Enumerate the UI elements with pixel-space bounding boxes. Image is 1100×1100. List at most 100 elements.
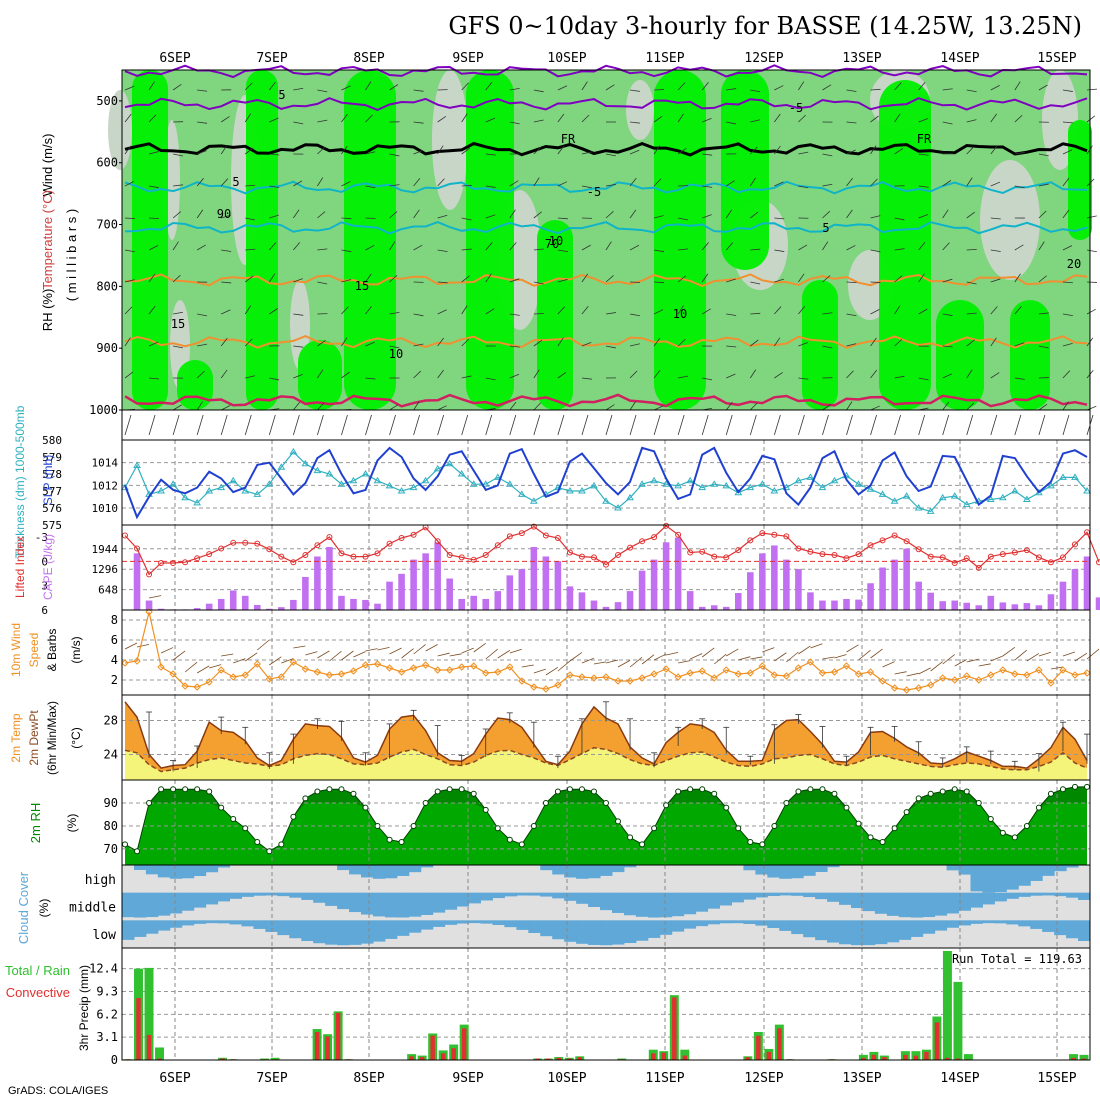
cloud-bar <box>576 892 589 904</box>
wind-barb <box>437 369 444 379</box>
cloud-bar <box>623 892 637 916</box>
wind-speed-point <box>133 657 141 665</box>
thickness-tick-label: 578 <box>42 468 62 481</box>
lifted-index-point <box>1011 549 1018 556</box>
cloud-bar <box>719 892 732 906</box>
cloud-bar <box>922 892 936 918</box>
cloud-bar <box>133 865 147 871</box>
wind-barb <box>461 113 468 123</box>
wind-barb <box>701 647 715 658</box>
cape-bar <box>229 590 237 610</box>
wind-barb <box>942 313 953 316</box>
wind-barb <box>269 214 279 219</box>
rh-ylabel-unit: (%) <box>65 814 79 833</box>
wind-barb <box>774 181 784 187</box>
wind-barb <box>870 369 878 379</box>
cape-bar <box>638 570 646 610</box>
wind-barb <box>269 117 279 123</box>
rh-point <box>302 795 309 802</box>
wind-barb <box>389 84 399 91</box>
wind-barb <box>317 369 324 379</box>
thickness-point <box>133 461 141 468</box>
wind-barb <box>244 338 253 347</box>
wind-barb <box>725 242 734 251</box>
cloud-bar <box>743 865 756 871</box>
wind-barb <box>220 145 228 155</box>
precip-convective-bar <box>220 1058 225 1060</box>
wind-speed-point <box>205 678 213 686</box>
rh-point <box>699 786 706 793</box>
cloud-bar <box>552 865 565 875</box>
wind-barb <box>822 153 833 157</box>
rh-point <box>242 825 249 832</box>
wind-barb <box>365 151 376 155</box>
cape-bar <box>614 602 622 610</box>
temperature-contour <box>124 393 1088 408</box>
rh-point <box>146 799 153 806</box>
wind-barb <box>581 151 592 155</box>
wind-barb <box>629 401 636 411</box>
cloud-bar <box>779 920 792 931</box>
wind-speed-point <box>301 665 310 673</box>
wind-barb <box>870 145 877 155</box>
wind-barb <box>1062 177 1070 187</box>
wind-barb <box>870 249 881 253</box>
wind-barb <box>966 89 977 93</box>
lifted-index-point <box>1096 559 1100 566</box>
wind-ylabel-b: Speed <box>27 633 41 668</box>
wind-barb <box>605 211 614 219</box>
precip-convective-bar <box>766 1051 772 1060</box>
cloud-bar <box>850 892 864 909</box>
wind-barb <box>557 217 568 220</box>
cloud-bar <box>683 892 697 915</box>
cloud-bar <box>361 865 374 878</box>
cloud-bar <box>420 920 434 930</box>
wind-barb <box>1086 308 1096 315</box>
wind-barb <box>990 181 1001 187</box>
cape-bar <box>891 559 898 610</box>
wind-barb <box>798 185 809 189</box>
cloud-bar <box>946 865 960 871</box>
wind-speed-point <box>878 677 887 685</box>
cloud-bar <box>922 920 936 934</box>
rh-point <box>566 786 573 793</box>
cloud-bar <box>827 920 840 943</box>
cloud-bar <box>874 892 888 914</box>
slp-tick-label: 1010 <box>92 502 119 515</box>
rh-point <box>266 848 273 855</box>
wind-barb <box>653 115 663 123</box>
rh-humid-region <box>802 280 838 410</box>
cloud-bar <box>767 865 780 878</box>
wind-barb <box>726 88 737 91</box>
lifted-index-point <box>314 542 321 549</box>
wind-barb <box>1062 281 1073 284</box>
wind-barb <box>461 275 470 283</box>
wind-barb <box>365 305 373 315</box>
wind-barb <box>966 312 977 315</box>
precip-convective-bar <box>566 1058 572 1060</box>
thickness-point <box>181 493 190 501</box>
cape-bar <box>650 559 658 610</box>
wind-barb <box>749 177 757 187</box>
surface-barb <box>509 414 517 436</box>
wind-speed-point <box>229 673 237 681</box>
wind-barb <box>966 248 977 251</box>
rh-point <box>795 788 802 795</box>
wind-barb <box>822 312 833 315</box>
cape-bar <box>999 602 1007 610</box>
rh-point <box>639 841 646 848</box>
thickness-point <box>253 490 262 497</box>
wind-barb <box>966 211 976 219</box>
wind-barb <box>846 370 854 379</box>
wind-barb <box>894 671 907 675</box>
wind-barb <box>918 82 926 91</box>
wind-barb <box>533 211 542 219</box>
barb-strip <box>121 409 1091 441</box>
wind-barb <box>317 146 325 155</box>
wind-barb <box>173 153 183 157</box>
cape-bar <box>350 598 357 610</box>
thickness-point <box>890 497 899 504</box>
wind-barb <box>834 654 847 659</box>
li-tick-label: 3 <box>41 580 48 593</box>
cloud-bar <box>229 892 243 899</box>
